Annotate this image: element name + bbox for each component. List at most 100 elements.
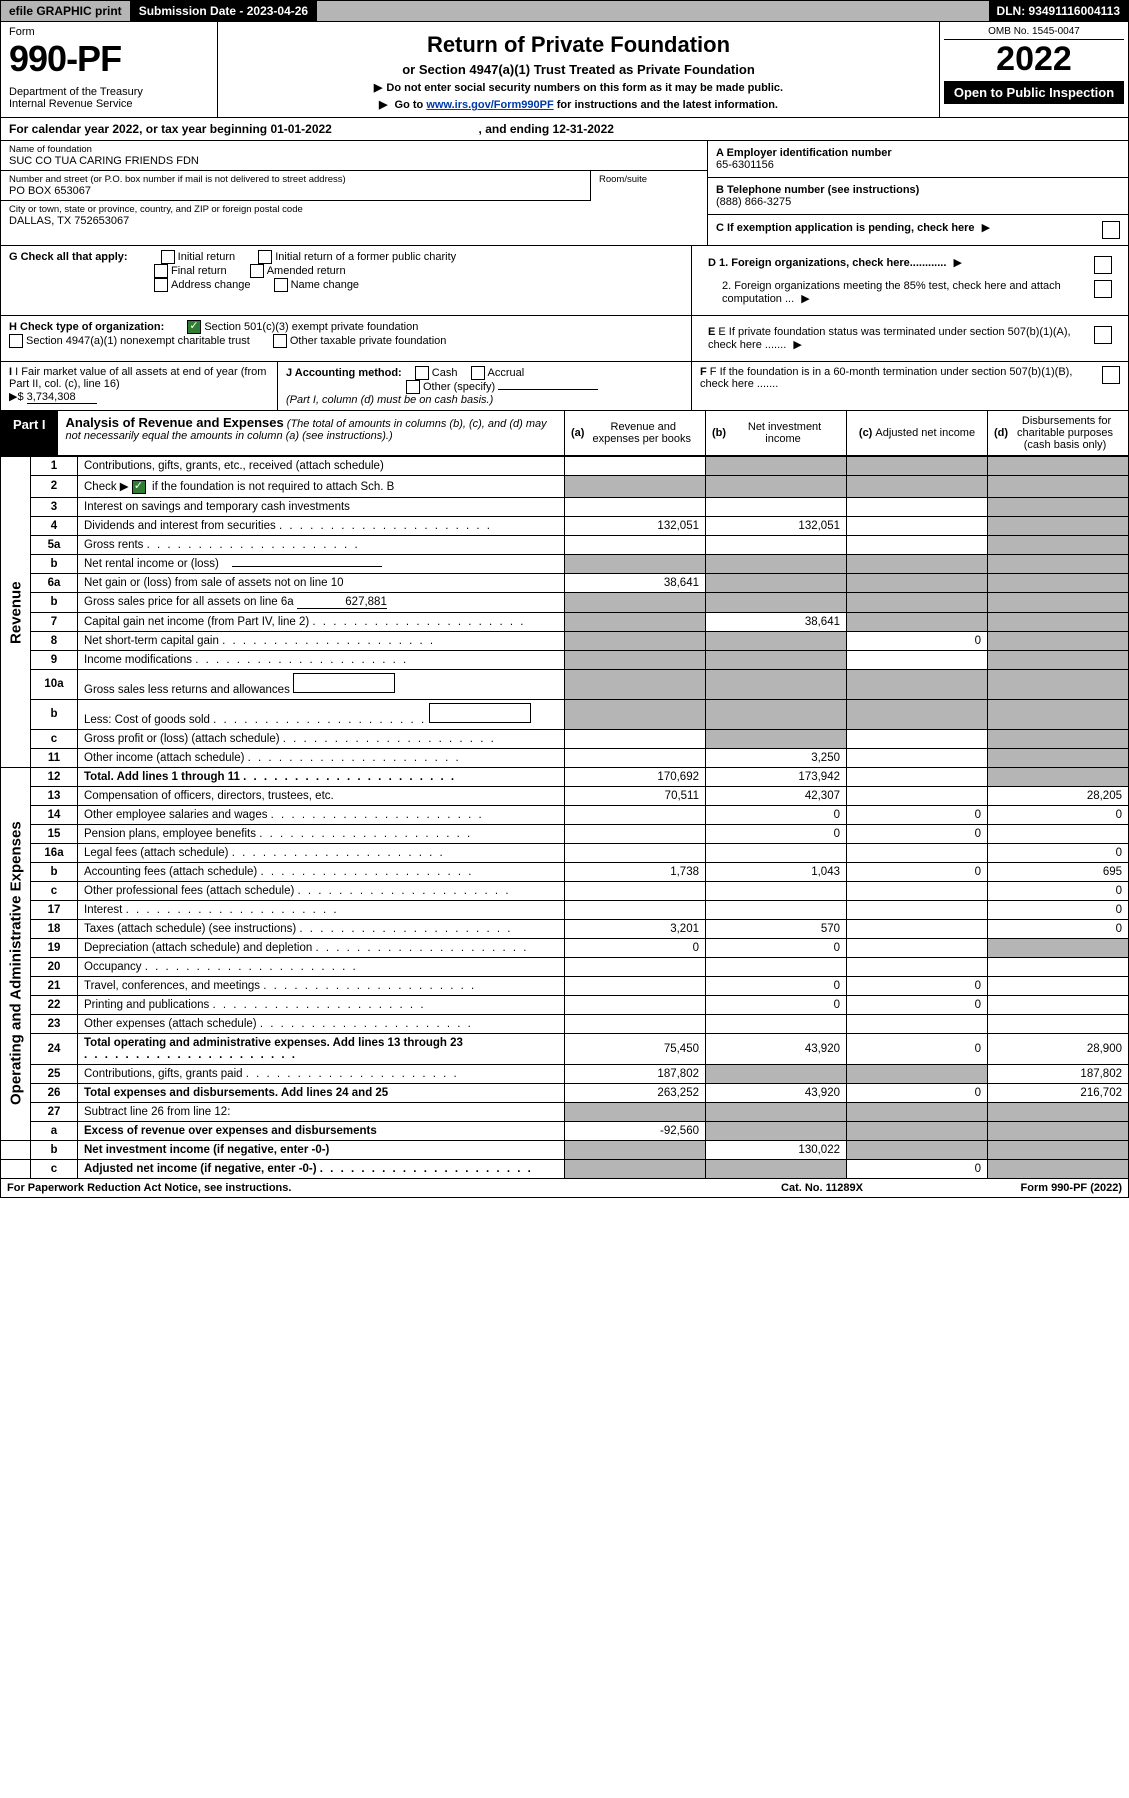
line-24-d: 28,900 <box>988 1033 1129 1064</box>
line-1-no: 1 <box>31 457 78 476</box>
g-initial-checkbox[interactable] <box>161 250 175 264</box>
c-checkbox[interactable] <box>1102 221 1120 239</box>
g-address: Address change <box>171 279 251 291</box>
address: PO BOX 653067 <box>9 185 91 197</box>
table-row: 27 Subtract line 26 from line 12: <box>1 1102 1129 1121</box>
table-row: c Other professional fees (attach schedu… <box>1 881 1129 900</box>
table-row: 4 Dividends and interest from securities… <box>1 516 1129 535</box>
j-cash-checkbox[interactable] <box>415 366 429 380</box>
col-a-hdr: (a) (a) Revenue and expenses per booksRe… <box>564 411 705 455</box>
form990pf-link[interactable]: www.irs.gov/Form990PF <box>426 99 553 111</box>
g-name-checkbox[interactable] <box>274 278 288 292</box>
line-10b-text: Less: Cost of goods sold <box>78 699 565 729</box>
line-20-text: Occupancy <box>78 957 565 976</box>
table-row: 26 Total expenses and disbursements. Add… <box>1 1083 1129 1102</box>
table-row: 20 Occupancy <box>1 957 1129 976</box>
line-27b-no: b <box>31 1140 78 1159</box>
table-row: Operating and Administrative Expenses 13… <box>1 786 1129 805</box>
d2-checkbox[interactable] <box>1094 280 1112 298</box>
line-9-no: 9 <box>31 650 78 669</box>
line-19-a: 0 <box>565 938 706 957</box>
line-2-post: if the foundation is not required to att… <box>149 481 395 493</box>
line-10c-text: Gross profit or (loss) (attach schedule) <box>78 729 565 748</box>
address-cell: Number and street (or P.O. box number if… <box>1 171 591 201</box>
line-19-b: 0 <box>706 938 847 957</box>
j-accrual-checkbox[interactable] <box>471 366 485 380</box>
line-6a-no: 6a <box>31 573 78 592</box>
line-3-no: 3 <box>31 497 78 516</box>
form-number: 990-PF <box>9 38 209 80</box>
j-other-checkbox[interactable] <box>406 380 420 394</box>
g-final: Final return <box>171 265 227 277</box>
line-2-checkbox[interactable] <box>132 480 146 494</box>
h-501c3-checkbox[interactable] <box>187 320 201 334</box>
line-5b-text: Net rental income or (loss) <box>78 554 565 573</box>
line-13-text: Compensation of officers, directors, tru… <box>78 786 565 805</box>
arrow-icon <box>978 222 994 234</box>
line-16c-d: 0 <box>988 881 1129 900</box>
line-8-text: Net short-term capital gain <box>78 631 565 650</box>
line-3-text: Interest on savings and temporary cash i… <box>78 497 565 516</box>
part1-label: Part I <box>1 411 58 455</box>
paperwork-notice: For Paperwork Reduction Act Notice, see … <box>7 1182 722 1194</box>
goto-pre: Go to <box>395 99 427 111</box>
h-4947-checkbox[interactable] <box>9 334 23 348</box>
part1-header: Part I Analysis of Revenue and Expenses … <box>0 411 1129 456</box>
table-row: c Adjusted net income (if negative, ente… <box>1 1159 1129 1178</box>
expenses-sidelabel: Operating and Administrative Expenses <box>1 786 31 1140</box>
tax-year: 2022 <box>944 40 1124 79</box>
line-27-text: Subtract line 26 from line 12: <box>78 1102 565 1121</box>
line-2-text: Check ▶ if the foundation is not require… <box>78 476 565 498</box>
line-16b-text: Accounting fees (attach schedule) <box>78 862 565 881</box>
arrow-icon <box>789 339 805 351</box>
line-18-text: Taxes (attach schedule) (see instruction… <box>78 919 565 938</box>
line-12-a: 170,692 <box>565 767 706 786</box>
h-other: Other taxable private foundation <box>290 335 447 347</box>
dept-treasury: Department of the Treasury Internal Reve… <box>9 86 209 110</box>
line-6a-text: Net gain or (loss) from sale of assets n… <box>78 573 565 592</box>
line-16b-no: b <box>31 862 78 881</box>
j-note: (Part I, column (d) must be on cash basi… <box>286 394 493 406</box>
c-pending-cell: C If exemption application is pending, c… <box>708 215 1128 245</box>
line-8-no: 8 <box>31 631 78 650</box>
col-c-hdr: (c) Adjusted net income <box>846 411 987 455</box>
table-row: 7 Capital gain net income (from Part IV,… <box>1 612 1129 631</box>
h-org-type: H Check type of organization: Section 50… <box>1 316 692 361</box>
j-accounting: J Accounting method: Cash Accrual Other … <box>278 362 692 410</box>
h-lead: H Check type of organization: <box>9 321 164 333</box>
h-other-checkbox[interactable] <box>273 334 287 348</box>
line-26-no: 26 <box>31 1083 78 1102</box>
g-amended-checkbox[interactable] <box>250 264 264 278</box>
line-6a-a: 38,641 <box>565 573 706 592</box>
table-row: b Net investment income (if negative, en… <box>1 1140 1129 1159</box>
g-address-checkbox[interactable] <box>154 278 168 292</box>
line-27b-text: Net investment income (if negative, ente… <box>78 1140 565 1159</box>
efile-label[interactable]: efile GRAPHIC print <box>1 1 131 21</box>
line-2-no: 2 <box>31 476 78 498</box>
line-8-c: 0 <box>847 631 988 650</box>
line-18-a: 3,201 <box>565 919 706 938</box>
h-4947: Section 4947(a)(1) nonexempt charitable … <box>26 335 250 347</box>
telephone: (888) 866-3275 <box>716 196 791 208</box>
foundation-name-cell: Name of foundation SUC CO TUA CARING FRI… <box>1 141 707 171</box>
form-header: Form 990-PF Department of the Treasury I… <box>0 22 1129 118</box>
line-4-no: 4 <box>31 516 78 535</box>
f-checkbox[interactable] <box>1102 366 1120 384</box>
g-lead: G Check all that apply: <box>9 251 128 263</box>
calyear-begin: 01-01-2022 <box>270 122 331 136</box>
line-21-no: 21 <box>31 976 78 995</box>
table-row: 12 Total. Add lines 1 through 11 170,692… <box>1 767 1129 786</box>
addr-label: Number and street (or P.O. box number if… <box>9 174 582 185</box>
line-17-text: Interest <box>78 900 565 919</box>
line-11-text: Other income (attach schedule) <box>78 748 565 767</box>
table-row: 15 Pension plans, employee benefits 00 <box>1 824 1129 843</box>
g-final-checkbox[interactable] <box>154 264 168 278</box>
line-10a-text: Gross sales less returns and allowances <box>78 669 565 699</box>
line-22-text: Printing and publications <box>78 995 565 1014</box>
e-checkbox[interactable] <box>1094 326 1112 344</box>
d1-checkbox[interactable] <box>1094 256 1112 274</box>
table-row: Revenue 1 Contributions, gifts, grants, … <box>1 457 1129 476</box>
telephone-cell: B Telephone number (see instructions) (8… <box>708 178 1128 215</box>
g-initial-former-checkbox[interactable] <box>258 250 272 264</box>
line-26-d: 216,702 <box>988 1083 1129 1102</box>
